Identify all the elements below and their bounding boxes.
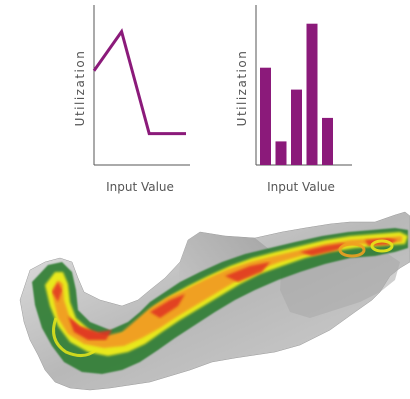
habitat-band-orange	[52, 236, 402, 348]
river-habitat-map	[19, 211, 410, 391]
line-chart: Utilization Input Value	[73, 5, 190, 194]
side-channel	[370, 239, 394, 253]
bar-1	[260, 67, 271, 165]
bar-5	[322, 117, 333, 165]
line-chart-series	[92, 28, 186, 136]
line-chart-ylabel: Utilization	[73, 50, 87, 127]
bar-4	[306, 23, 318, 166]
habitat-hotspot-red	[52, 282, 62, 302]
habitat-hotspot-red	[300, 243, 345, 256]
bar-2	[275, 141, 287, 165]
bar-3	[291, 89, 302, 165]
bar-chart-ylabel: Utilization	[235, 50, 249, 127]
bar-chart-bars	[260, 23, 333, 166]
bar-chart-xlabel: Input Value	[267, 180, 335, 194]
line-chart-xlabel: Input Value	[106, 180, 174, 194]
side-channel	[52, 317, 97, 357]
habitat-hotspot-red	[150, 294, 185, 318]
side-channel	[338, 242, 366, 258]
habitat-hotspot-red	[68, 316, 112, 340]
habitat-hotspot-red	[225, 262, 270, 282]
bar-chart: Utilization Input Value	[235, 5, 352, 194]
